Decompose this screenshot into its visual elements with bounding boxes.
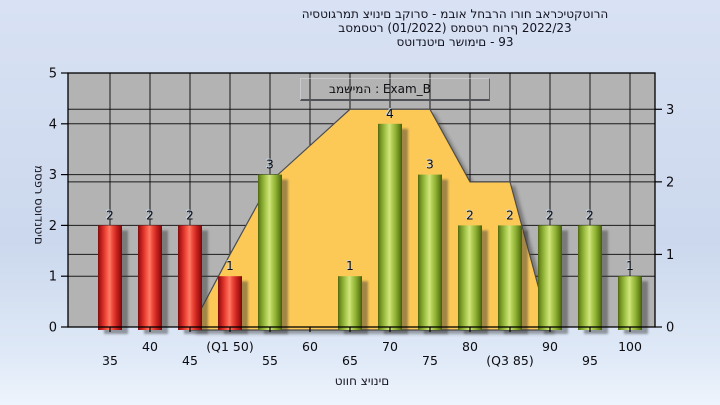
x-tick-label: 80 (462, 339, 478, 354)
y-left-tick-label: 3 (49, 168, 57, 183)
x-tick-label: 55 (262, 353, 278, 368)
x-tick-label: 35 (102, 353, 118, 368)
x-tick-label: 90 (542, 339, 558, 354)
bar (538, 225, 562, 330)
bar (178, 225, 202, 330)
y-right-tick-label: 2 (666, 175, 674, 190)
y-left-tick-label: 1 (49, 270, 57, 285)
x-axis-title: טווח ציונים (334, 374, 390, 388)
bar-value-label: 4 (386, 107, 394, 121)
chart-title-line2: בסמסטר (01/2022) סמסטר חורף 2022/23 (338, 21, 572, 35)
x-tick-label: 100 (618, 339, 642, 354)
bar-value-label: 2 (586, 208, 594, 222)
bar (418, 174, 442, 330)
y-left-tick-label: 0 (49, 321, 57, 336)
bar (218, 276, 242, 330)
bar-value-label: 1 (346, 259, 354, 273)
chart-title-line1: היסטוגרמת ציונים בקורס - מבוא לחברה ורוח… (301, 7, 609, 21)
x-tick-label: 45 (182, 353, 198, 368)
bar (618, 276, 642, 330)
bar-value-label: 2 (466, 208, 474, 222)
bar-value-label: 1 (626, 259, 634, 273)
x-tick-label: 75 (422, 353, 438, 368)
x-tick-label: (Q3 85) (486, 353, 533, 368)
bar (138, 225, 162, 330)
bar (338, 276, 362, 330)
y-left-tick-label: 2 (49, 219, 57, 234)
bar-value-label: 2 (186, 208, 194, 222)
bar (498, 225, 522, 330)
bar (258, 174, 282, 330)
y-left-tick-label: 5 (49, 67, 57, 82)
bar-value-label: 2 (506, 208, 514, 222)
y-left-tick-label: 4 (49, 117, 57, 132)
y-right-tick-label: 3 (666, 103, 674, 118)
x-tick-label: 60 (302, 339, 318, 354)
bar (98, 225, 122, 330)
y-axis-title: מספר סטודנטים (32, 165, 46, 245)
bar-value-label: 2 (146, 208, 154, 222)
bar-value-label: 3 (426, 158, 434, 172)
x-tick-label: 95 (582, 353, 598, 368)
legend-label: במשימה : Exam_B (329, 82, 431, 96)
bar (578, 225, 602, 330)
plot-border (67, 72, 656, 328)
y-right-tick-label: 0 (666, 321, 674, 336)
x-tick-label: 40 (142, 339, 158, 354)
bar-value-label: 1 (226, 259, 234, 273)
bar-value-label: 3 (266, 158, 274, 172)
bar (458, 225, 482, 330)
x-tick-label: 70 (382, 339, 398, 354)
bar-value-label: 2 (106, 208, 114, 222)
bar (378, 123, 402, 330)
chart-title: היסטוגרמת ציונים בקורס - מבוא לחברה ורוח… (150, 7, 720, 49)
x-tick-label: (Q1 50) (206, 339, 253, 354)
legend: במשימה : Exam_B (300, 78, 490, 101)
bar-value-label: 2 (546, 208, 554, 222)
chart-title-line3: סטודנטים רשומים - 93 (396, 35, 514, 49)
y-right-tick-label: 1 (666, 248, 674, 263)
x-tick-label: 65 (342, 353, 358, 368)
